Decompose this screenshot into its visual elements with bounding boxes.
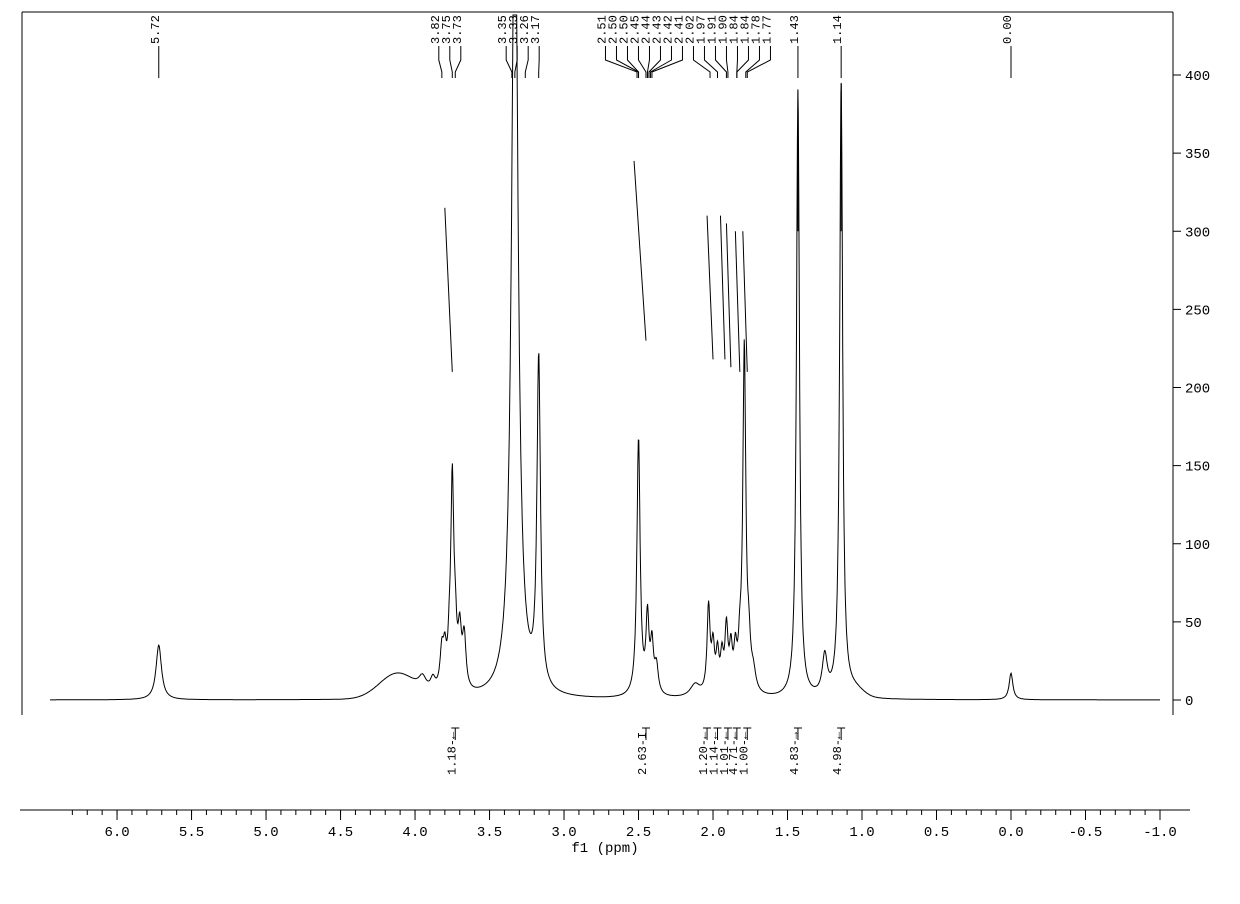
yaxis-tick-label: 0	[1185, 694, 1193, 710]
peak-label: 3.73	[451, 15, 465, 44]
integral-label: 4.83-→	[788, 731, 802, 775]
xaxis-tick-label: 6.0	[104, 825, 129, 841]
yaxis-tick-label: 100	[1185, 538, 1210, 554]
peak-label: 5.72	[149, 15, 163, 44]
peak-label: 1.14	[831, 15, 845, 44]
xaxis-tick-label: 5.5	[179, 825, 204, 841]
yaxis-tick-label: 250	[1185, 303, 1210, 319]
xaxis-tick-label: -0.5	[1069, 825, 1103, 841]
xaxis-tick-label: 2.0	[700, 825, 725, 841]
integral-label: 4.98-←	[831, 731, 845, 775]
nmr-spectrum: 0 50 100 150 200 250 300 350 400 6.0 5.5 5.0 4.5 4.0…	[0, 0, 1240, 904]
yaxis-tick-label: 300	[1185, 225, 1210, 241]
peak-label: 3.17	[529, 15, 543, 44]
peak-label: 1.43	[788, 15, 802, 44]
yaxis-tick-label: 400	[1185, 69, 1210, 85]
peak-label: 0.00	[1001, 15, 1015, 44]
yaxis-tick-label: 150	[1185, 460, 1210, 476]
yaxis-tick-label: 350	[1185, 147, 1210, 163]
xaxis-tick-label: 0.5	[924, 825, 949, 841]
integral-label: 1.00-←	[737, 731, 751, 775]
xaxis-tick-label: 2.5	[626, 825, 651, 841]
xaxis-tick-label: 0.0	[998, 825, 1023, 841]
yaxis-tick-label: 50	[1185, 616, 1202, 632]
xaxis-tick-label: 3.5	[477, 825, 502, 841]
xaxis-tick-label: 1.5	[775, 825, 800, 841]
xaxis-tick-label: -1.0	[1143, 825, 1177, 841]
xaxis-title: f1 (ppm)	[571, 841, 638, 857]
integral-label: 1.18-←	[445, 731, 459, 775]
xaxis-tick-label: 3.0	[551, 825, 576, 841]
yaxis-tick-label: 200	[1185, 382, 1210, 398]
xaxis-tick-label: 5.0	[253, 825, 278, 841]
xaxis-tick-label: 4.5	[328, 825, 353, 841]
peak-label: 1.77	[760, 15, 774, 44]
plot-bg	[0, 0, 1240, 904]
xaxis-tick-label: 4.0	[402, 825, 427, 841]
integral-label: 2.63-I	[636, 732, 650, 775]
xaxis-tick-label: 1.0	[849, 825, 874, 841]
